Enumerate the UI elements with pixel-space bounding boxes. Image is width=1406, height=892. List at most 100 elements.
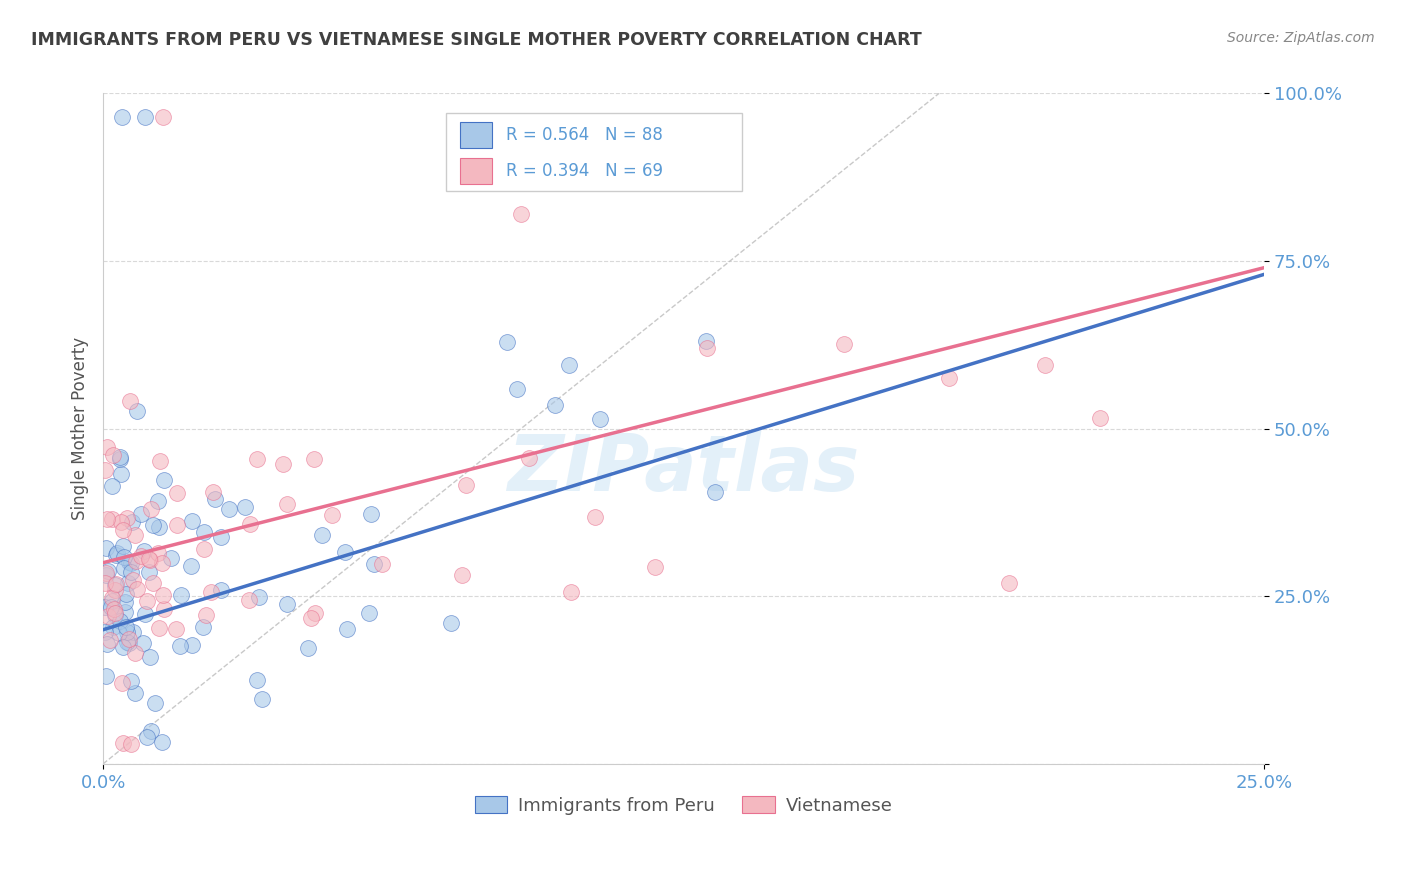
Point (94, 541, 117, 556)
Point (200, 585, 222, 599)
Point (105, 577, 128, 591)
Point (132, 636, 155, 650)
Point (125, 554, 148, 568)
Point (96, 637, 118, 651)
Bar (460, 122, 492, 148)
Point (100, 599, 122, 614)
Point (496, 335, 519, 350)
Point (101, 591, 124, 605)
Point (276, 597, 298, 611)
Point (252, 692, 274, 706)
Point (239, 517, 262, 532)
Point (104, 583, 127, 598)
Point (121, 624, 143, 639)
Point (101, 512, 124, 526)
Point (321, 508, 343, 523)
Point (110, 516, 132, 530)
Point (120, 674, 142, 689)
Point (124, 646, 146, 660)
Point (136, 730, 159, 744)
Point (506, 383, 529, 397)
Point (96, 566, 118, 580)
Point (120, 565, 142, 579)
Point (94, 575, 117, 590)
Point (191, 620, 214, 634)
Point (150, 735, 173, 749)
Point (150, 556, 173, 570)
Point (104, 607, 127, 621)
Point (450, 568, 472, 582)
Point (209, 582, 232, 597)
Point (218, 501, 240, 516)
Point (335, 622, 357, 636)
Point (644, 559, 666, 574)
Point (246, 452, 269, 467)
Point (181, 515, 204, 529)
Point (104, 608, 127, 623)
Point (120, 556, 142, 570)
Text: ZIPatlas: ZIPatlas (508, 431, 859, 507)
Point (181, 639, 204, 653)
Point (169, 639, 191, 653)
Point (193, 525, 215, 540)
Point (233, 500, 256, 515)
Legend: Immigrants from Peru, Vietnamese: Immigrants from Peru, Vietnamese (468, 789, 900, 822)
Point (94, 669, 117, 683)
Point (105, 546, 128, 560)
Point (703, 485, 725, 500)
Point (357, 606, 380, 620)
Point (517, 451, 540, 466)
Point (118, 635, 141, 649)
Point (997, 575, 1019, 590)
Point (201, 484, 224, 499)
Point (118, 555, 141, 569)
Point (165, 622, 187, 636)
Point (114, 587, 136, 601)
Point (454, 477, 477, 491)
Point (209, 530, 232, 544)
Point (134, 110, 156, 124)
Point (108, 625, 131, 640)
Point (166, 486, 188, 500)
Point (148, 622, 170, 636)
Text: IMMIGRANTS FROM PERU VS VIETNAMESE SINGLE MOTHER POVERTY CORRELATION CHART: IMMIGRANTS FROM PERU VS VIETNAMESE SINGL… (31, 31, 922, 49)
Point (832, 336, 855, 351)
Point (101, 594, 124, 608)
Point (129, 507, 152, 521)
Point (589, 412, 612, 426)
Point (127, 403, 149, 417)
Text: Source: ZipAtlas.com: Source: ZipAtlas.com (1227, 31, 1375, 45)
Point (1035, 358, 1057, 372)
Point (148, 546, 170, 560)
Point (110, 450, 132, 464)
Point (118, 394, 141, 409)
Point (299, 611, 322, 625)
Point (148, 519, 170, 533)
Point (510, 207, 533, 221)
Point (360, 508, 382, 522)
Point (111, 110, 134, 124)
Point (125, 582, 148, 596)
Point (93, 462, 115, 476)
Point (111, 523, 134, 537)
Point (247, 590, 270, 604)
Point (271, 457, 294, 471)
Point (112, 560, 135, 574)
Point (121, 574, 143, 588)
Text: R = 0.564   N = 88: R = 0.564 N = 88 (506, 126, 662, 144)
Point (544, 398, 567, 412)
Point (108, 614, 131, 628)
Point (146, 494, 169, 508)
Point (246, 673, 269, 687)
Point (195, 608, 218, 623)
Point (114, 595, 136, 609)
Point (97, 609, 120, 624)
Point (159, 551, 181, 566)
Point (93, 624, 115, 639)
Point (142, 575, 165, 590)
Point (112, 640, 135, 654)
Point (152, 473, 174, 487)
Point (583, 510, 606, 524)
Point (103, 602, 125, 616)
Point (560, 585, 582, 599)
